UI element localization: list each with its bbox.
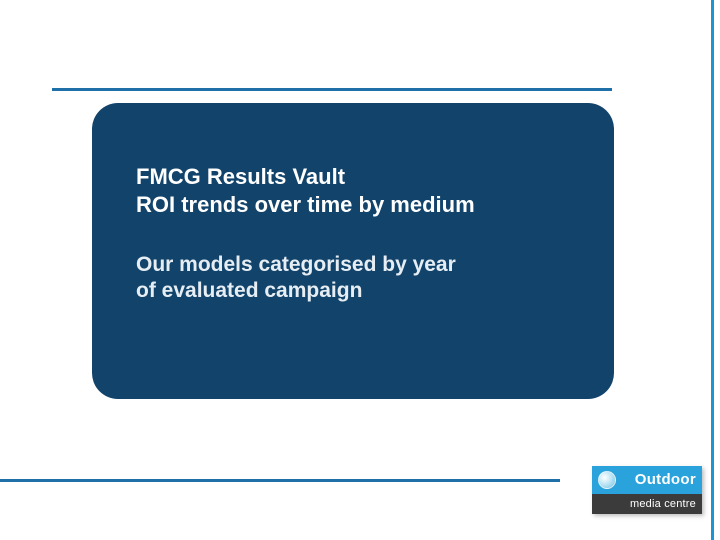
subtitle-line-2: of evaluated campaign [136, 278, 574, 304]
bottom-rule [0, 479, 560, 482]
top-rule [52, 88, 612, 91]
outdoor-media-centre-logo: Outdoor media centre [592, 466, 702, 514]
subtitle-block: Our models categorised by year of evalua… [136, 252, 574, 305]
subtitle-line-1: Our models categorised by year [136, 252, 574, 278]
logo-brand-text: Outdoor [635, 471, 696, 488]
logo-top-strip: Outdoor [592, 466, 702, 494]
content-panel: FMCG Results Vault ROI trends over time … [92, 103, 614, 399]
logo-tagline-text: media centre [630, 498, 696, 510]
right-border [711, 0, 714, 540]
title-line-1: FMCG Results Vault [136, 163, 574, 191]
title-line-2: ROI trends over time by medium [136, 191, 574, 219]
logo-bottom-strip: media centre [592, 494, 702, 514]
globe-icon [598, 471, 616, 489]
